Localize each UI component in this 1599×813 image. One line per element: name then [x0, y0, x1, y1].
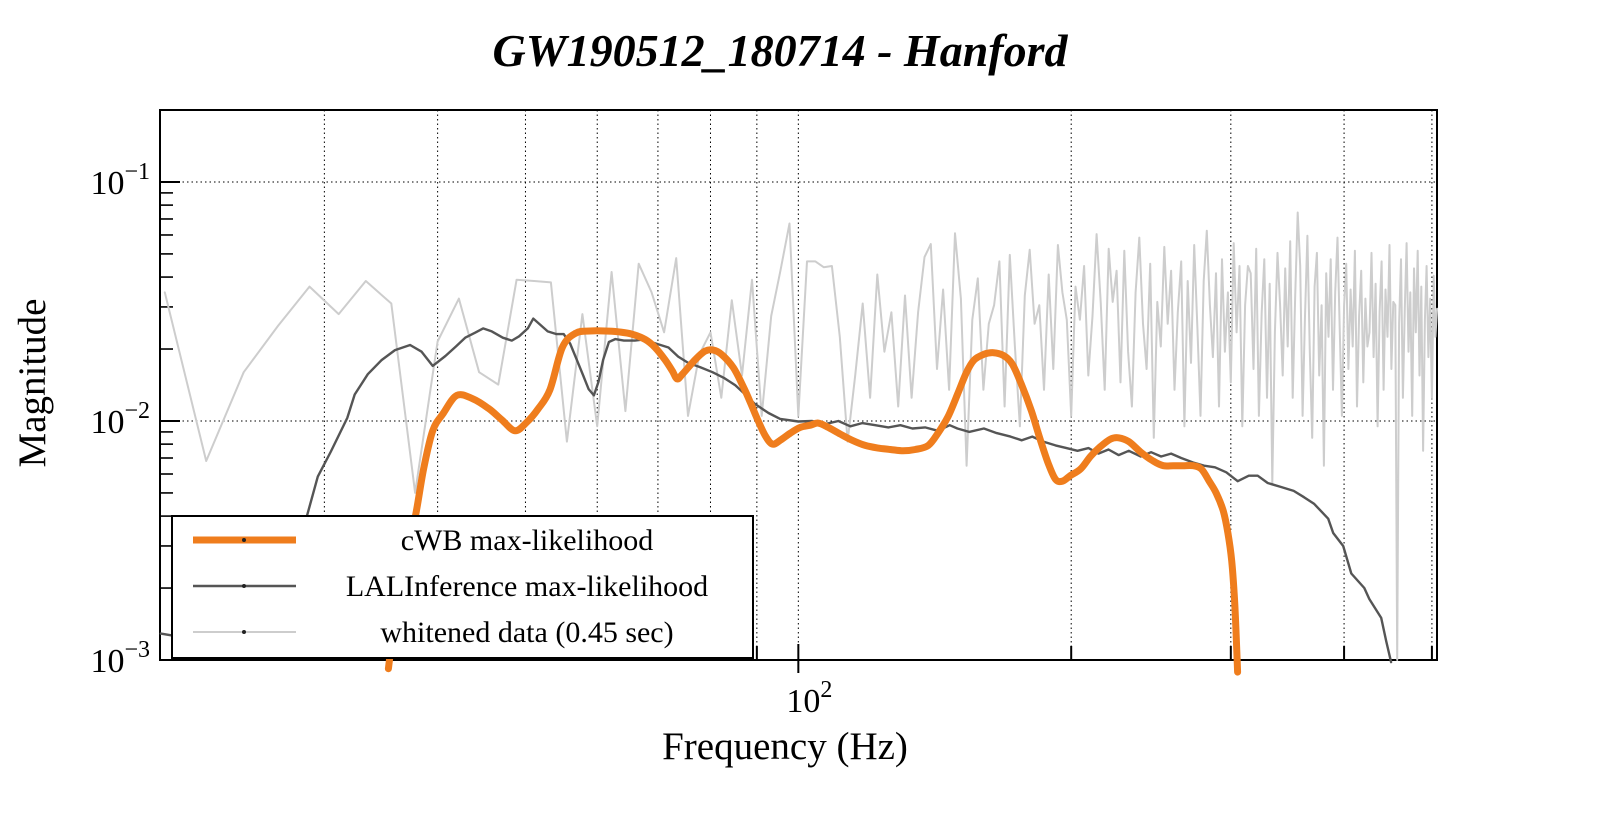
legend: cWB max-likelihood LALInference max-likel… — [171, 515, 754, 659]
legend-marker-dot — [242, 538, 246, 542]
series-lalinference-line — [159, 317, 1393, 664]
series-whitened-line — [163, 211, 1439, 661]
axis-tick-labels: 10−1 10−2 10−3 102 — [90, 159, 832, 720]
legend-label-lalinference: LALInference max-likelihood — [346, 570, 708, 603]
legend-label-cwb: cWB max-likelihood — [401, 524, 653, 557]
y-tick-label: 10−3 — [90, 637, 150, 680]
chart-title: GW190512_180714 - Hanford — [492, 25, 1068, 76]
x-tick-label: 102 — [786, 677, 832, 720]
legend-label-whitened: whitened data (0.45 sec) — [380, 616, 673, 649]
legend-marker-dot — [242, 584, 246, 588]
data-series — [159, 211, 1439, 676]
y-tick-label: 10−1 — [90, 159, 150, 202]
legend-marker-dot — [242, 630, 246, 634]
series-cwb-line — [384, 327, 1242, 676]
y-axis-title: Magnitude — [11, 299, 54, 468]
x-axis-title: Frequency (Hz) — [662, 725, 908, 768]
y-tick-label: 10−2 — [90, 398, 150, 441]
